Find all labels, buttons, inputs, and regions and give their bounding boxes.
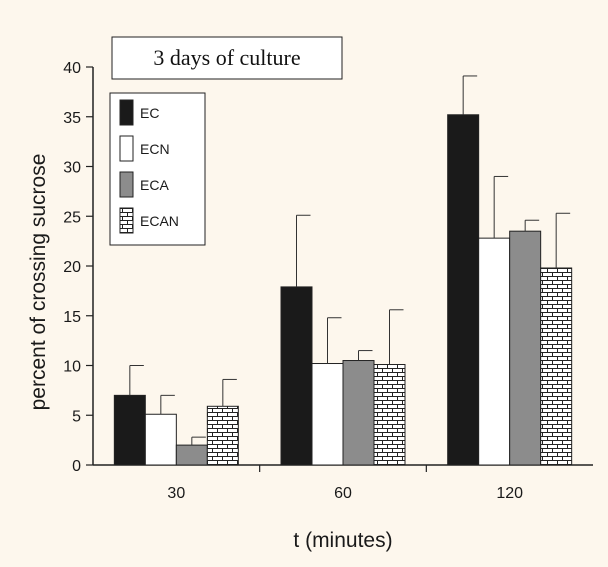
y-tick-label: 35 — [63, 110, 81, 127]
bar-eca-60 — [342, 360, 375, 466]
bar-ec-60 — [280, 286, 313, 466]
bar-ecan-60 — [373, 364, 406, 466]
title-box: 3 days of culture — [111, 36, 343, 80]
legend: EC ECN ECA ECAN — [109, 92, 206, 246]
title-frame — [111, 36, 343, 80]
y-axis-label: percent of crossing sucrose — [27, 154, 50, 411]
bar-ecn-120 — [478, 237, 511, 466]
y-ticks: 0 5 10 15 20 25 30 35 40 — [63, 60, 93, 475]
x-axis-label: t (minutes) — [293, 529, 392, 552]
legend-swatch-ecn — [119, 135, 134, 162]
bar-ecn-60 — [311, 363, 344, 466]
y-tick-label: 10 — [63, 359, 81, 376]
y-tick-label: 20 — [63, 259, 81, 276]
y-tick-label: 25 — [63, 209, 81, 226]
bars — [113, 114, 573, 466]
legend-label-ec: EC — [140, 105, 159, 121]
legend-label-ecn: ECN — [140, 141, 170, 157]
bar-ec-120 — [447, 114, 480, 466]
legend-swatch-ecan — [119, 207, 134, 234]
bar-ec-30 — [113, 394, 146, 466]
y-tick-label: 40 — [63, 60, 81, 77]
x-ticks: 30 60 120 — [167, 465, 523, 502]
error-bars — [129, 75, 571, 446]
bar-ecn-30 — [144, 413, 177, 466]
bar-ecan-30 — [206, 405, 239, 466]
x-tick-label: 30 — [167, 485, 185, 502]
bar-ecan-120 — [540, 267, 573, 466]
x-tick-label: 60 — [334, 485, 352, 502]
legend-swatch-ec — [119, 99, 134, 126]
y-tick-label: 15 — [63, 309, 81, 326]
y-tick-label: 0 — [72, 458, 81, 475]
chart-title: 3 days of culture — [153, 45, 300, 70]
legend-label-eca: ECA — [140, 177, 169, 193]
legend-label-ecan: ECAN — [140, 213, 179, 229]
y-tick-label: 5 — [72, 408, 81, 425]
bar-eca-30 — [175, 444, 208, 466]
y-tick-label: 30 — [63, 160, 81, 177]
legend-swatch-eca — [119, 171, 134, 198]
x-tick-label: 120 — [496, 485, 523, 502]
bar-eca-120 — [509, 230, 542, 466]
